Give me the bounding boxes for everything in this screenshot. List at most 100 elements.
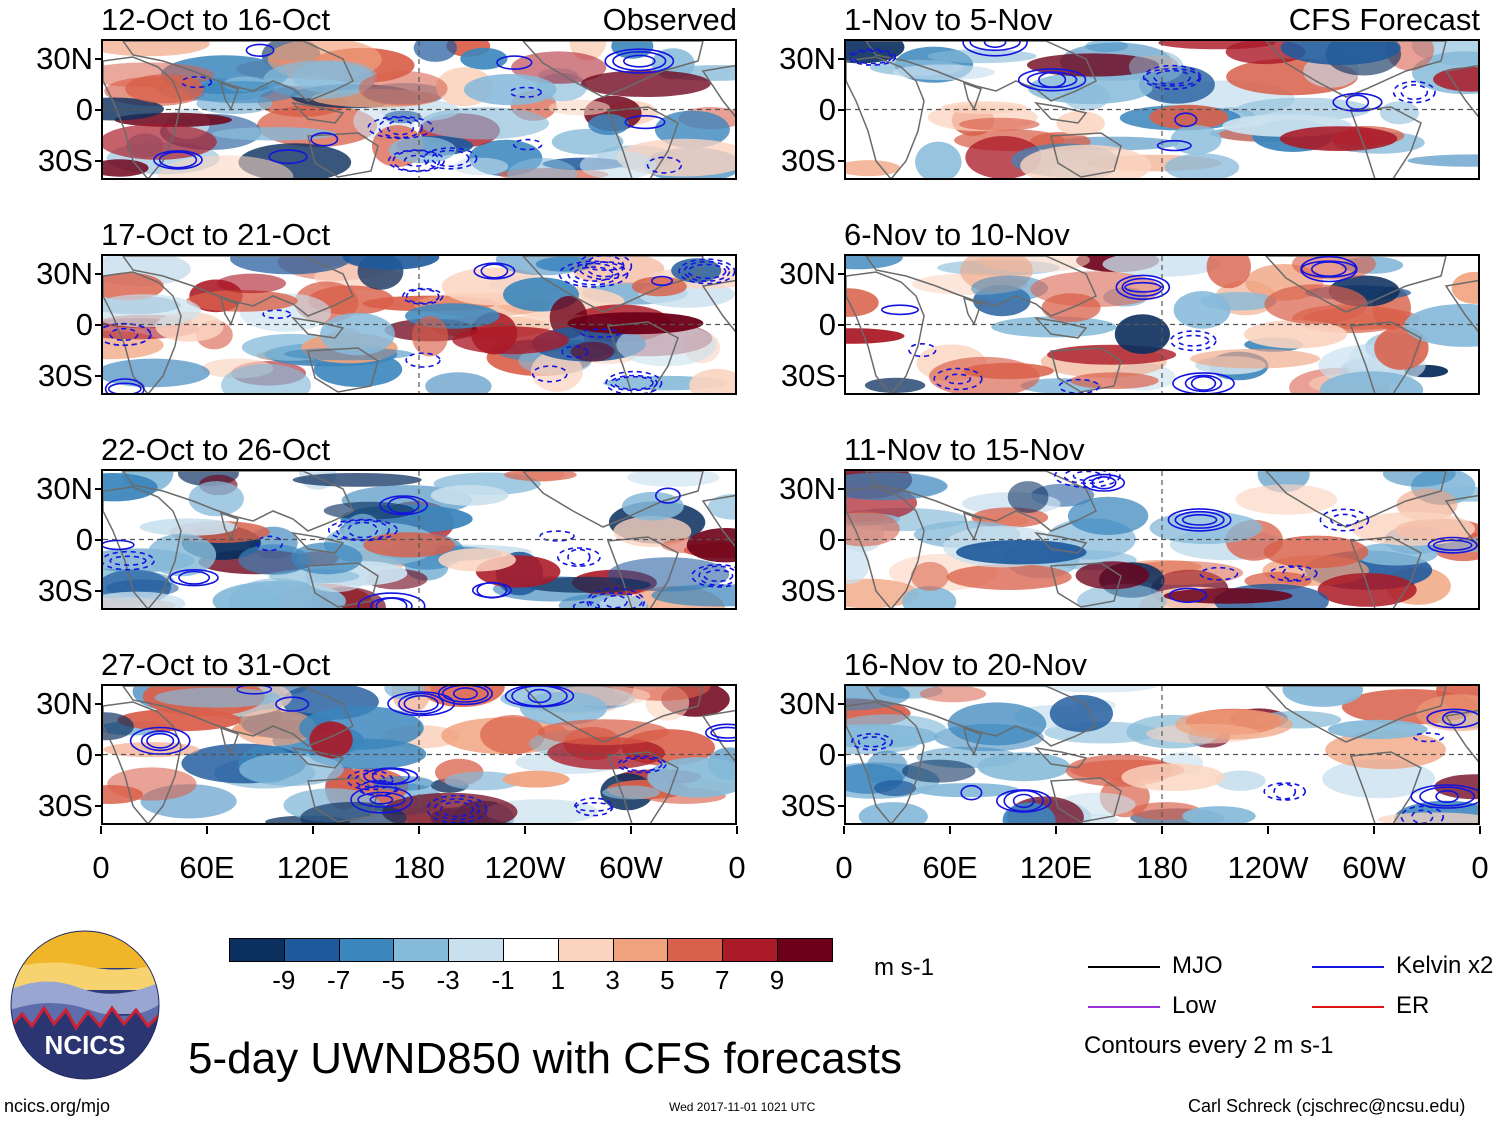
x-tick-mark — [1161, 826, 1163, 834]
kelvin-contour — [392, 149, 441, 172]
kelvin-contour — [1441, 710, 1466, 726]
continent-outline — [846, 271, 925, 393]
kelvin-contour — [140, 730, 180, 752]
continent-outline — [290, 316, 345, 339]
kelvin-contour — [691, 563, 735, 588]
continent-outline — [122, 41, 354, 102]
kelvin-contour — [1273, 783, 1297, 800]
kelvin-contour — [969, 41, 1021, 52]
kelvin-contour — [609, 374, 658, 392]
x-tick-mark — [843, 826, 845, 834]
kelvin-contour — [367, 115, 434, 140]
continent-outline — [122, 256, 354, 317]
wind-anomaly-blob — [651, 584, 735, 607]
colorbar-tick-label: -7 — [327, 965, 351, 995]
x-tick-mark — [1055, 826, 1057, 834]
y-tick-label: 30S — [780, 358, 836, 393]
y-tick-mark — [95, 273, 101, 275]
y-tick-label: 30N — [36, 471, 93, 506]
wind-anomaly-blob — [866, 750, 909, 787]
wind-anomaly-blob — [531, 351, 583, 392]
y-tick-label: 30S — [37, 573, 93, 608]
wind-anomaly-blob — [1163, 588, 1293, 604]
x-tick-mark — [630, 826, 632, 834]
wind-anomaly-blob — [425, 372, 492, 393]
kelvin-contour — [1190, 375, 1217, 391]
wind-anomaly-blob — [1182, 806, 1256, 823]
wind-anomaly-blob — [1404, 303, 1478, 347]
continent-outline — [846, 486, 925, 608]
wind-anomaly-blob — [154, 687, 281, 708]
kelvin-contour — [1156, 139, 1192, 152]
wind-anomaly-blob — [616, 323, 717, 367]
colorbar-tick-label: -5 — [381, 965, 405, 995]
y-tick-label: 0 — [818, 522, 836, 557]
kelvin-contour — [1435, 790, 1459, 804]
x-tick-label: 180 — [393, 850, 445, 885]
y-tick-mark — [95, 488, 101, 490]
y-tick-label: 30S — [780, 573, 836, 608]
continent-outline — [1050, 562, 1122, 608]
wind-anomaly-blob — [846, 288, 879, 317]
kelvin-contour — [347, 521, 379, 539]
colorbar-tick-label: 5 — [660, 965, 675, 995]
y-tick-label: 30S — [37, 788, 93, 823]
colorbar-tick-label: -9 — [272, 965, 296, 995]
kelvin-contour — [402, 287, 444, 305]
wind-anomaly-blob — [358, 71, 448, 106]
wind-anomaly-blob — [846, 160, 901, 177]
wind-anomaly-blob — [430, 484, 509, 506]
kelvin-contour — [433, 798, 481, 821]
wind-anomaly-blob — [1049, 694, 1113, 733]
kelvin-contour — [983, 41, 1007, 48]
wind-anomaly-blob — [977, 752, 1071, 782]
kelvin-contour — [996, 789, 1052, 813]
wind-anomaly-blob — [342, 256, 440, 270]
wind-anomaly-blob — [502, 770, 570, 788]
wind-anomaly-blob — [647, 757, 735, 798]
wind-anomaly-blob — [1002, 802, 1056, 823]
column-label-forecast: CFS Forecast — [1288, 2, 1480, 37]
y-tick-mark — [95, 58, 101, 60]
wind-anomaly-blob — [1322, 759, 1436, 799]
continent-outline — [1264, 256, 1447, 313]
kelvin-contour — [245, 43, 275, 58]
legend-line-mjo — [1088, 966, 1160, 968]
kelvin-contour — [575, 802, 613, 812]
y-tick-mark — [838, 273, 844, 275]
kelvin-contour — [687, 263, 727, 280]
kelvin-contour — [1419, 786, 1476, 807]
kelvin-contour — [1400, 805, 1444, 823]
wind-anomaly-blob — [919, 686, 987, 703]
kelvin-contour — [103, 539, 135, 551]
y-tick-mark — [838, 324, 844, 326]
y-tick-mark — [838, 109, 844, 111]
wind-anomaly-blob — [1007, 481, 1049, 513]
wind-anomaly-blob — [547, 736, 665, 770]
wind-anomaly-blob — [1325, 730, 1446, 770]
kelvin-contour — [370, 597, 413, 608]
kelvin-contour — [403, 695, 439, 713]
wind-anomaly-blob — [707, 494, 735, 520]
kelvin-contour — [1432, 539, 1473, 551]
kelvin-contour — [710, 726, 735, 739]
kelvin-contour — [310, 132, 339, 147]
x-tick-label: 0 — [835, 850, 853, 885]
kelvin-contour — [1426, 708, 1478, 729]
site-url: ncics.org/mjo — [4, 1096, 111, 1116]
x-tick-label: 120W — [1227, 850, 1309, 885]
kelvin-contour — [378, 495, 428, 516]
wind-anomaly-blob — [846, 328, 905, 344]
wind-anomaly-blob — [309, 721, 353, 759]
kelvin-contour — [962, 41, 1028, 57]
continent-outline — [846, 56, 925, 178]
kelvin-contour — [1400, 84, 1429, 101]
kelvin-contour — [1319, 508, 1370, 532]
kelvin-contour — [350, 785, 413, 814]
wind-anomaly-blob — [480, 715, 546, 755]
wind-anomaly-blob — [103, 272, 164, 301]
panel-title: 6-Nov to 10-Nov — [844, 217, 1070, 252]
kelvin-contour — [496, 55, 533, 70]
wind-anomaly-blob — [188, 481, 244, 517]
y-tick-mark — [95, 539, 101, 541]
